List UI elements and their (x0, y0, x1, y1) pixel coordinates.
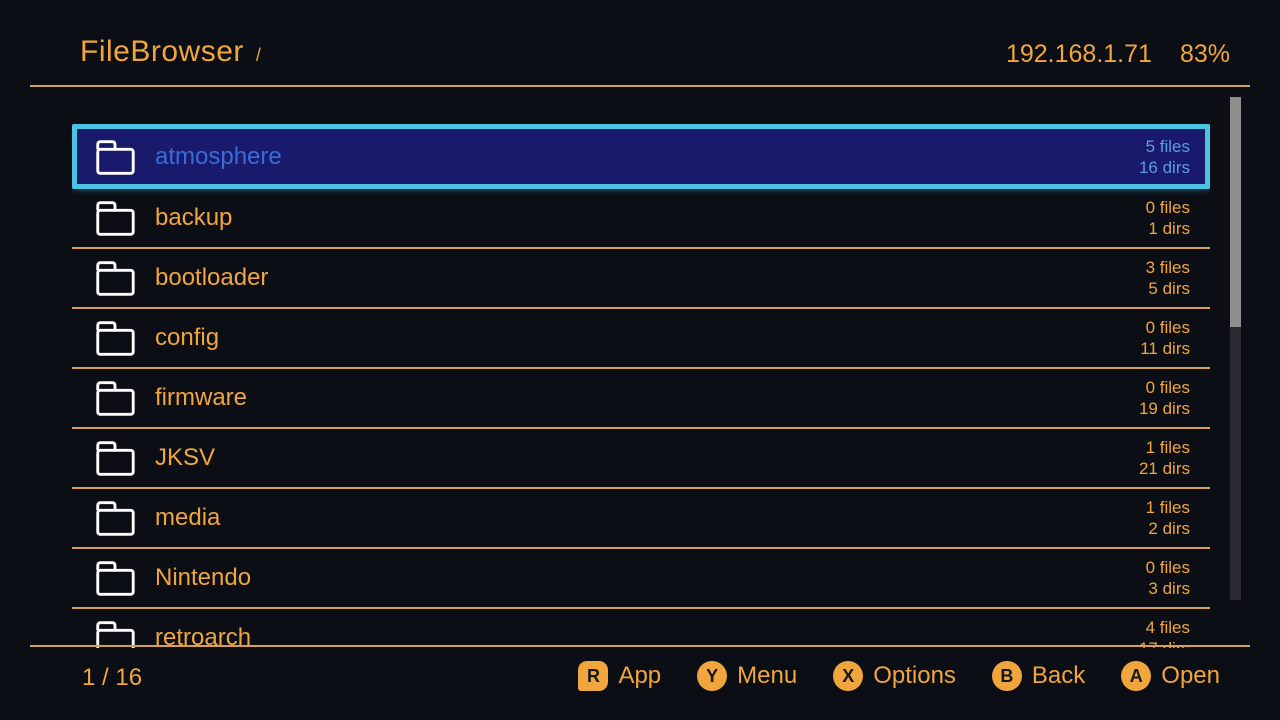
footer-divider (30, 645, 1250, 647)
current-path: / (255, 45, 261, 65)
item-counts: 0 files 3 dirs (1146, 557, 1190, 599)
item-counts: 0 files 1 dirs (1146, 197, 1190, 239)
folder-name: config (155, 324, 220, 351)
folder-icon (92, 377, 138, 419)
button-hints: R App Y Menu X Options B Back A Open (578, 661, 1220, 691)
dirs-count: 16 dirs (1138, 157, 1190, 177)
folder-icon (92, 136, 138, 178)
button-hint-menu[interactable]: Y Menu (697, 661, 797, 691)
folder-name: retroarch (155, 624, 252, 648)
item-counts: 1 files 2 dirs (1146, 497, 1190, 539)
folder-name: JKSV (155, 444, 216, 471)
list-item-nintendo[interactable]: Nintendo 0 files 3 dirs (72, 549, 1210, 609)
ip-address: 192.168.1.71 (1005, 40, 1152, 68)
scrollbar[interactable] (1230, 97, 1241, 600)
list-item-config[interactable]: config 0 files 11 dirs (72, 309, 1210, 369)
r-button-icon: R (578, 661, 609, 691)
folder-name: firmware (155, 384, 248, 411)
dirs-count: 17 dirs (1139, 638, 1190, 648)
list-item-backup[interactable]: backup 0 files 1 dirs (72, 189, 1210, 249)
dirs-count: 5 dirs (1148, 279, 1190, 298)
scrollbar-thumb[interactable] (1230, 97, 1241, 327)
folder-name: media (155, 504, 221, 531)
list-item-atmosphere[interactable]: atmosphere 5 files 16 dirs (72, 124, 1210, 189)
file-list: atmosphere 5 files 16 dirs backup 0 file… (72, 124, 1210, 648)
b-button-icon: B (991, 661, 1022, 691)
button-hint-label: Menu (737, 662, 798, 689)
folder-icon (92, 437, 138, 479)
item-counts: 1 files 21 dirs (1139, 437, 1190, 479)
dirs-count: 3 dirs (1148, 579, 1190, 598)
header-status: 192.168.1.71 83% (1006, 40, 1230, 69)
folder-icon (92, 557, 138, 599)
button-hint-options[interactable]: X Options (833, 661, 956, 691)
item-counts: 0 files 11 dirs (1140, 317, 1190, 359)
a-button-icon: A (1121, 661, 1152, 691)
button-hint-label: Open (1161, 662, 1220, 689)
folder-name: bootloader (155, 264, 269, 291)
item-counts: 3 files 5 dirs (1146, 257, 1190, 299)
folder-icon (92, 497, 138, 539)
files-count: 0 files (1145, 558, 1190, 577)
files-count: 5 files (1145, 136, 1190, 156)
button-hint-label: App (618, 662, 662, 689)
dirs-count: 19 dirs (1138, 399, 1190, 418)
button-hint-label: Back (1031, 662, 1086, 689)
header: FileBrowser / 192.168.1.71 83% (30, 0, 1250, 87)
y-button-icon: Y (697, 661, 728, 691)
folder-icon (92, 197, 138, 239)
button-hint-back[interactable]: B Back (991, 661, 1086, 691)
folder-icon (92, 617, 138, 648)
title-wrap: FileBrowser / (80, 35, 261, 69)
dirs-count: 21 dirs (1138, 459, 1190, 478)
dirs-count: 2 dirs (1148, 519, 1190, 538)
folder-name: backup (155, 204, 233, 231)
item-counts: 0 files 19 dirs (1139, 377, 1190, 419)
files-count: 1 files (1145, 438, 1190, 457)
list-item-bootloader[interactable]: bootloader 3 files 5 dirs (72, 249, 1210, 309)
button-hint-label: Options (873, 662, 956, 689)
list-item-media[interactable]: media 1 files 2 dirs (72, 489, 1210, 549)
battery-level: 83% (1179, 40, 1230, 68)
list-item-jksv[interactable]: JKSV 1 files 21 dirs (72, 429, 1210, 489)
x-button-icon: X (833, 661, 864, 691)
folder-icon (92, 257, 138, 299)
app-title: FileBrowser (80, 35, 244, 68)
folder-icon (92, 317, 138, 359)
files-count: 3 files (1145, 258, 1190, 277)
list-item-retroarch[interactable]: retroarch 4 files 17 dirs (72, 609, 1210, 648)
item-counts: 4 files 17 dirs (1139, 617, 1190, 648)
list-item-firmware[interactable]: firmware 0 files 19 dirs (72, 369, 1210, 429)
page-indicator: 1 / 16 (82, 664, 143, 691)
folder-name: Nintendo (155, 564, 252, 591)
item-counts: 5 files 16 dirs (1139, 136, 1190, 178)
dirs-count: 11 dirs (1140, 339, 1190, 358)
button-hint-open[interactable]: A Open (1121, 661, 1220, 691)
button-hint-app[interactable]: R App (578, 661, 661, 691)
files-count: 1 files (1145, 498, 1190, 517)
dirs-count: 1 dirs (1148, 219, 1190, 238)
files-count: 0 files (1145, 378, 1190, 397)
folder-name: atmosphere (155, 142, 282, 170)
files-count: 0 files (1145, 198, 1190, 217)
files-count: 0 files (1145, 318, 1190, 337)
files-count: 4 files (1145, 618, 1190, 637)
